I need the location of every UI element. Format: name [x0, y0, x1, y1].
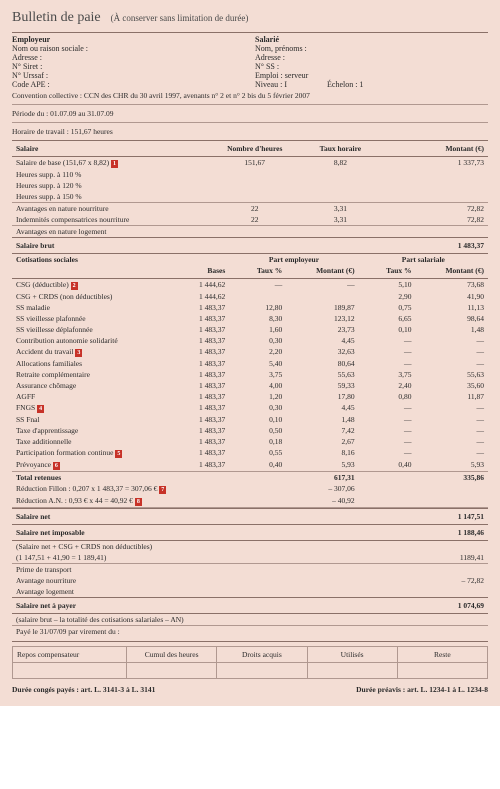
- table-row: Heures supp. à 120 %: [12, 180, 488, 191]
- table-row: AGFF1 483,371,2017,800,8011,87: [12, 391, 488, 402]
- apayer-formula: (salaire brut – la totalité des cotisati…: [12, 614, 488, 626]
- table-row: FNGS 41 483,370,304,45——: [12, 402, 488, 414]
- cotis-sh3: Montant (€): [286, 265, 358, 279]
- table-row: Assurance chômage1 483,374,0059,332,4035…: [12, 380, 488, 391]
- doc-subtitle: (À conserver sans limitation de durée): [111, 13, 249, 23]
- table-row: Avantages en nature logement: [12, 226, 488, 238]
- doc-title: Bulletin de paie: [12, 10, 101, 26]
- sal-h2: Taux horaire: [298, 143, 384, 157]
- table-row: Réduction A.N. : 0,93 € x 44 = 40,92 € 8…: [12, 495, 488, 508]
- cotis-total-label: Total retenues: [12, 472, 167, 483]
- employer-ape: Code APE :: [12, 80, 245, 89]
- cotis-h-sal: Part salariale: [359, 254, 488, 265]
- cotis-total-sal: 335,86: [416, 472, 488, 483]
- table-row: Indemnités compensatrices nourriture223,…: [12, 214, 488, 226]
- employer-block: Employeur Nom ou raison sociale : Adress…: [12, 35, 245, 89]
- cotis-total-emp: 617,31: [286, 472, 358, 483]
- employer-urssaf: N° Urssaf :: [12, 71, 245, 80]
- parties: Employeur Nom ou raison sociale : Adress…: [12, 35, 488, 89]
- pay-date: Payé le 31/07/09 par virement du :: [12, 626, 488, 637]
- period: Période du : 01.07.09 au 31.07.09: [12, 107, 488, 120]
- imposable-val-head: 1 188,46: [416, 525, 488, 541]
- employee-echelon: Échelon : 1: [327, 80, 363, 89]
- employer-siret: N° Siret :: [12, 62, 245, 71]
- imposable-label: Salaire net imposable: [12, 525, 167, 541]
- table-row: Avantage nourriture– 72,82: [12, 575, 488, 586]
- cotis-h-emp: Part employeur: [229, 254, 358, 265]
- employee-block: Salarié Nom, prénoms : Adresse : N° SS :…: [255, 35, 488, 89]
- employee-ss: N° SS :: [255, 62, 488, 71]
- table-row: SS vieillesse plafonnée1 483,378,30123,1…: [12, 313, 488, 324]
- repos-table: Repos compensateur Cumul des heures Droi…: [12, 646, 488, 679]
- apayer-label: Salaire net à payer: [12, 598, 167, 614]
- imposable-formula2: (1 147,51 + 41,90 = 1 189,41): [12, 552, 416, 564]
- ft-c3: Utilisés: [307, 647, 397, 663]
- sal-total-val: 1 483,37: [383, 238, 488, 254]
- table-row: SS vieillesse déplafonnée1 483,371,6023,…: [12, 324, 488, 335]
- footnote-right: Durée préavis : art. L. 1234-1 à L. 1234…: [356, 685, 488, 694]
- net-val: 1 147,51: [416, 509, 488, 525]
- footnote-left: Durée congés payés : art. L. 3141-3 à L.…: [12, 685, 155, 694]
- cotis-sh1: Bases: [167, 265, 229, 279]
- table-row: Avantages en nature nourriture223,3172,8…: [12, 203, 488, 214]
- table-row: Avantage logement: [12, 586, 488, 598]
- employee-addr: Adresse :: [255, 53, 488, 62]
- employee-heading: Salarié: [255, 35, 488, 44]
- cotis-h0: Cotisations sociales: [12, 254, 167, 265]
- sal-total-label: Salaire brut: [12, 238, 212, 254]
- table-row: Retraite complémentaire1 483,373,7555,63…: [12, 369, 488, 380]
- schedule: Horaire de travail : 151,67 heures: [12, 125, 488, 138]
- employee-level: Niveau : I: [255, 80, 287, 89]
- cotis-sh5: Montant (€): [416, 265, 488, 279]
- cotisations-table: Cotisations sociales Part employeur Part…: [12, 254, 488, 637]
- table-row: Prime de transport: [12, 564, 488, 575]
- cotis-sh2: Taux %: [229, 265, 286, 279]
- ft-c4: Reste: [397, 647, 487, 663]
- table-row: Contribution autonomie solidarité1 483,3…: [12, 335, 488, 346]
- sal-h3: Montant (€): [383, 143, 488, 157]
- table-row: Heures supp. à 110 %: [12, 169, 488, 180]
- table-row: Taxe d'apprentissage1 483,370,507,42——: [12, 425, 488, 436]
- table-row: Prévoyance 61 483,370,405,930,405,93: [12, 459, 488, 472]
- table-row: SS maladie1 483,3712,80189,870,7511,13: [12, 302, 488, 313]
- employee-job: Emploi : serveur: [255, 71, 488, 80]
- payslip: Bulletin de paie (À conserver sans limit…: [0, 0, 500, 706]
- table-row: CSG + CRDS (non déductibles)1 444,622,90…: [12, 291, 488, 302]
- table-row: Taxe additionnelle1 483,370,182,67——: [12, 436, 488, 447]
- employee-name: Nom, prénoms :: [255, 44, 488, 53]
- employer-heading: Employeur: [12, 35, 245, 44]
- employer-name: Nom ou raison sociale :: [12, 44, 245, 53]
- table-row: Réduction Fillon : 0,207 x 1 483,37 = 30…: [12, 483, 488, 495]
- table-row: Heures supp. à 150 %: [12, 191, 488, 203]
- salaire-table: Salaire Nombre d'heures Taux horaire Mon…: [12, 143, 488, 254]
- table-row: SS Fnal1 483,370,101,48——: [12, 414, 488, 425]
- cotis-sh4: Taux %: [359, 265, 416, 279]
- imposable-formula1: (Salaire net + CSG + CRDS non déductible…: [12, 541, 416, 553]
- sal-h0: Salaire: [12, 143, 212, 157]
- ft-c1: Cumul des heures: [127, 647, 217, 663]
- ft-c0: Repos compensateur: [13, 647, 127, 663]
- imposable-amount: 1189,41: [416, 552, 488, 564]
- table-row: Participation formation continue 51 483,…: [12, 447, 488, 459]
- ft-c2: Droits acquis: [217, 647, 307, 663]
- employer-addr: Adresse :: [12, 53, 245, 62]
- table-row: Salaire de base (151,67 x 8,82) 1151,678…: [12, 157, 488, 170]
- sal-h1: Nombre d'heures: [212, 143, 298, 157]
- table-row: CSG (déductible) 21 444,62——5,1073,68: [12, 279, 488, 292]
- convention: Convention collective : CCN des CHR du 3…: [12, 89, 488, 102]
- net-label: Salaire net: [12, 509, 167, 525]
- apayer-val: 1 074,69: [416, 598, 488, 614]
- table-row: Accident du travail 31 483,372,2032,63——: [12, 346, 488, 358]
- table-row: Allocations familiales1 483,375,4080,64—…: [12, 358, 488, 369]
- title-row: Bulletin de paie (À conserver sans limit…: [12, 10, 488, 26]
